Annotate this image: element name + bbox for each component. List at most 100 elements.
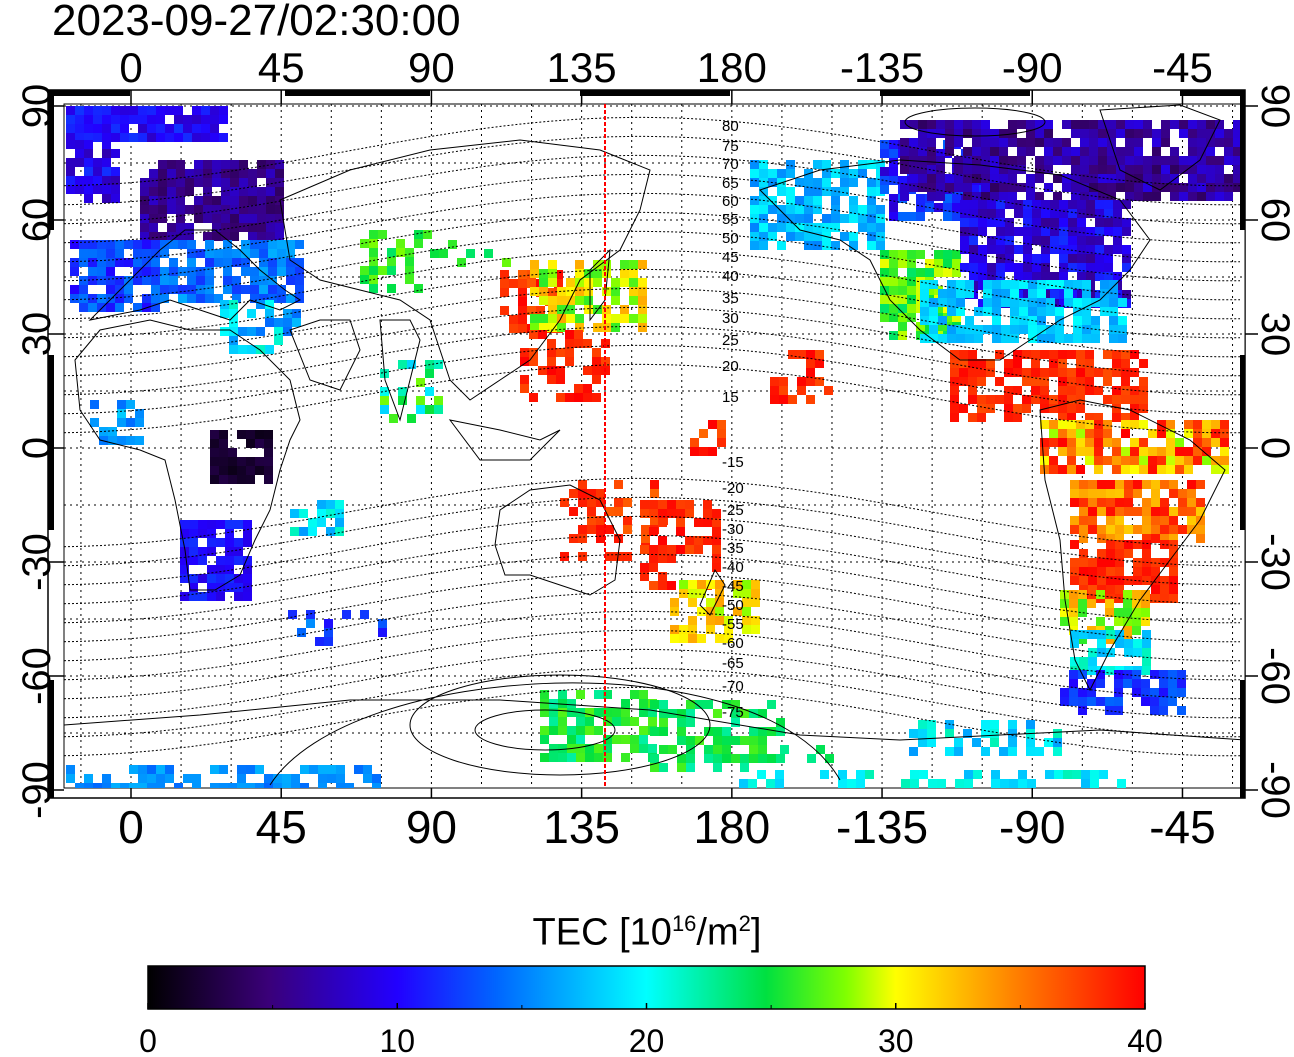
tec-cell xyxy=(158,187,167,196)
tec-cell xyxy=(697,607,706,616)
tec-cell xyxy=(918,738,927,747)
tec-cell xyxy=(1062,138,1071,147)
tec-cell xyxy=(248,232,257,241)
tec-cell xyxy=(142,258,151,267)
tec-cell xyxy=(1079,549,1088,558)
colorbar-title: TEC [1016/m2] xyxy=(0,902,1294,955)
tec-cell xyxy=(1121,413,1130,422)
tec-cell xyxy=(1058,350,1067,359)
tec-cell xyxy=(1170,120,1179,129)
tec-cell xyxy=(990,729,999,738)
tec-cell xyxy=(1082,280,1091,289)
tec-cell xyxy=(1159,706,1168,715)
tec-cell xyxy=(1133,540,1142,549)
tec-cell xyxy=(686,718,695,727)
tec-cell xyxy=(566,305,575,314)
tec-cell xyxy=(1026,738,1035,747)
tec-cell xyxy=(749,754,758,763)
tec-cell xyxy=(1193,447,1202,456)
tec-cell xyxy=(1121,456,1130,465)
tec-cell xyxy=(959,368,968,377)
tec-cell xyxy=(88,276,97,285)
tec-cell xyxy=(638,278,647,287)
tec-cell xyxy=(1132,679,1141,688)
tec-cell xyxy=(158,205,167,214)
tec-cell xyxy=(345,783,354,788)
tec-cell xyxy=(156,115,165,124)
tec-cell xyxy=(1197,120,1206,129)
tec-cell xyxy=(1079,489,1088,498)
tec-cell xyxy=(954,747,963,756)
tec-cell xyxy=(898,212,907,221)
tec-cell xyxy=(694,536,703,545)
tec-cell xyxy=(1089,174,1098,183)
tec-cell xyxy=(567,699,576,708)
tec-cell xyxy=(676,527,685,536)
tec-cell xyxy=(920,298,929,307)
tec-cell xyxy=(1041,254,1050,263)
tec-cell xyxy=(1053,738,1062,747)
coastline xyxy=(279,139,651,401)
tec-cell xyxy=(815,350,824,359)
coastline xyxy=(699,568,726,616)
tec-cell xyxy=(178,285,187,294)
tec-cell xyxy=(1032,200,1041,209)
tec-cell xyxy=(981,747,990,756)
tec-cell xyxy=(111,106,120,115)
tec-cell xyxy=(1059,263,1068,272)
tec-cell xyxy=(264,430,273,439)
tec-cell xyxy=(699,429,708,438)
tec-cell xyxy=(731,700,740,709)
tec-cell xyxy=(259,285,268,294)
tec-cell xyxy=(1060,599,1069,608)
tec-cell xyxy=(1142,567,1151,576)
tec-cell xyxy=(929,316,938,325)
tec-cell xyxy=(858,205,867,214)
tec-cell xyxy=(196,294,205,303)
tec-cell xyxy=(766,779,775,788)
tec-cell xyxy=(1077,200,1086,209)
frame-tick-bar xyxy=(580,90,730,96)
tec-cell xyxy=(554,279,563,288)
tec-cell xyxy=(1134,165,1143,174)
tec-cell xyxy=(640,572,649,581)
tec-cell xyxy=(266,214,275,223)
tec-cell xyxy=(987,263,996,272)
tec-cell xyxy=(275,196,284,205)
tec-cell xyxy=(1017,147,1026,156)
tec-cell xyxy=(937,779,946,788)
tec-cell xyxy=(986,404,995,413)
tec-cell xyxy=(1123,590,1132,599)
tec-cell xyxy=(115,294,124,303)
tec-cell xyxy=(620,278,629,287)
right-lat-label: 60 xyxy=(1253,198,1294,243)
tec-cell xyxy=(587,516,596,525)
tec-cell xyxy=(996,227,1005,236)
tec-cell xyxy=(1005,263,1014,272)
tec-cell xyxy=(603,744,612,753)
tec-cell xyxy=(1019,280,1028,289)
tec-cell xyxy=(1141,590,1150,599)
tec-cell xyxy=(257,160,266,169)
tec-cell xyxy=(596,498,605,507)
tec-cell xyxy=(133,267,142,276)
mlat-label-south: -60 xyxy=(722,635,744,652)
tec-cell xyxy=(557,287,566,296)
tec-cell xyxy=(205,294,214,303)
tec-cell xyxy=(66,185,75,194)
tec-cell xyxy=(277,294,286,303)
tec-cell xyxy=(768,169,777,178)
tec-cell xyxy=(165,124,174,133)
tec-cell xyxy=(831,169,840,178)
tec-cell xyxy=(567,753,576,762)
tec-cell xyxy=(722,745,731,754)
tec-cell xyxy=(849,205,858,214)
tec-cell xyxy=(140,214,149,223)
tec-cell xyxy=(1123,599,1132,608)
tec-cell xyxy=(540,708,549,717)
tec-cell xyxy=(140,187,149,196)
tec-cell xyxy=(372,774,381,783)
mlat-contour xyxy=(474,709,616,751)
tec-cell xyxy=(909,147,918,156)
tec-cell xyxy=(185,178,194,187)
